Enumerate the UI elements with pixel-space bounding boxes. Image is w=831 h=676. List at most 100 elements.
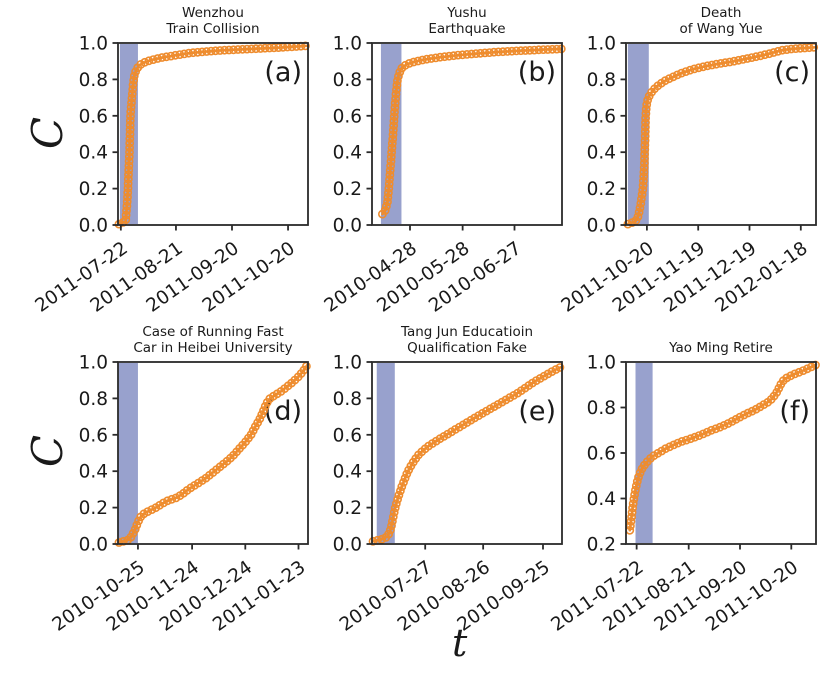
data-point-marker [125,143,134,153]
data-point-marker [123,188,133,197]
title-line-2: Qualification Fake [407,340,527,356]
data-point-marker [639,158,649,168]
y-tick-label: 0.8 [79,389,108,410]
data-point-marker [391,94,400,104]
data-point-marker [725,57,735,67]
y-tick-label: 0.0 [587,216,616,237]
y-tick-label: 0.4 [333,462,362,483]
data-point-marker [388,125,398,135]
data-point-marker [641,113,650,123]
data-point-marker [124,161,134,171]
subplot-a-title: Wenzhou Train Collision [118,3,308,37]
subplot-a: Wenzhou Train Collision (a) 0.0 0.2 0.4 0.6… [32,3,336,348]
data-point-marker [444,51,454,61]
data-point-marker [431,53,441,63]
data-point-marker [462,49,472,59]
title-line-1: Wenzhou [182,5,244,21]
data-point-marker [124,152,134,162]
data-point-marker [126,111,135,121]
data-point-marker [256,44,265,53]
data-point-marker [729,56,739,66]
data-point-marker [387,516,397,526]
data-point-marker [435,52,445,62]
data-point-marker [673,438,683,448]
subplot-e-title: Tang Jun Educatioin Qualification Fake [372,322,562,356]
title-line-1: Yushu [447,5,487,21]
data-point-marker [555,363,565,372]
data-point-marker [716,58,726,68]
data-point-marker [383,197,392,207]
data-point-marker [769,48,778,57]
y-tick-label: 1.0 [587,353,616,374]
data-point-marker [390,98,400,108]
data-point-marker [773,46,783,56]
y-tick-label: 0.8 [333,389,362,410]
data-point-marker [386,157,396,166]
data-point-marker [211,46,220,56]
data-point-marker [516,46,526,56]
subplot-c: Death of Wang Yue (c) 0.0 0.2 0.4 0.6 0.8 1.0… [558,3,831,348]
data-point-marker [476,48,485,58]
data-point-marker [125,138,135,148]
data-point-marker [188,48,198,58]
data-point-marker [260,43,270,53]
data-point-marker [627,508,637,517]
data-point-marker [698,62,708,72]
y-tick-label: 1.0 [333,353,362,374]
data-point-marker [525,45,535,55]
data-point-marker [804,43,814,53]
plot-frame [371,361,563,545]
title-line-2: of Wang Yue [679,21,763,37]
data-point-marker [661,444,670,454]
data-point-marker [413,56,423,66]
x-tick-label: 2011-07-22 [32,238,132,317]
cdf-markers [368,363,565,546]
data-point-marker [163,496,172,506]
panel-label-e: (e) [518,396,556,427]
data-point-marker [640,136,650,145]
y-tick-label: 1.0 [79,353,108,374]
data-point-marker [640,149,649,159]
data-point-marker [390,103,400,112]
data-point-marker [669,440,679,450]
data-point-marker [153,54,162,63]
data-point-marker [798,366,808,376]
data-point-marker [632,477,642,486]
data-point-marker [635,203,645,213]
data-point-marker [388,130,398,139]
data-point-marker [132,520,142,530]
data-point-marker [440,52,449,62]
y-tick-label: 1.0 [333,34,362,55]
title-line-2: Car in Heibei University [133,340,293,356]
subplot-b-title: Yushu Earthquake [372,3,562,37]
data-point-marker [751,52,761,62]
cdf-markers [625,360,820,535]
data-point-marker [640,140,650,150]
data-point-marker [689,64,699,74]
y-tick-label: 0.2 [587,179,616,200]
data-point-marker [498,47,508,57]
data-point-marker [238,44,247,54]
data-point-marker [255,414,265,424]
data-point-marker [166,51,176,61]
data-point-marker [125,129,135,139]
data-point-marker [747,53,757,62]
data-point-marker [630,485,640,495]
data-point-marker [664,74,674,84]
data-point-marker [640,131,650,141]
data-point-marker [806,362,816,372]
data-point-marker [711,424,721,434]
y-tick-label: 1.0 [587,34,616,55]
data-point-marker [707,60,717,70]
y-tick-label: 0.0 [79,535,108,556]
data-point-marker [641,109,651,118]
data-point-marker [380,206,390,215]
data-point-marker [471,49,481,59]
data-point-marker [738,54,748,64]
data-point-marker [269,43,279,53]
data-point-marker [384,179,394,189]
data-point-marker [640,122,650,132]
data-point-marker [786,371,796,381]
data-point-marker [220,45,229,55]
y-tick-label: 0.6 [333,106,362,127]
